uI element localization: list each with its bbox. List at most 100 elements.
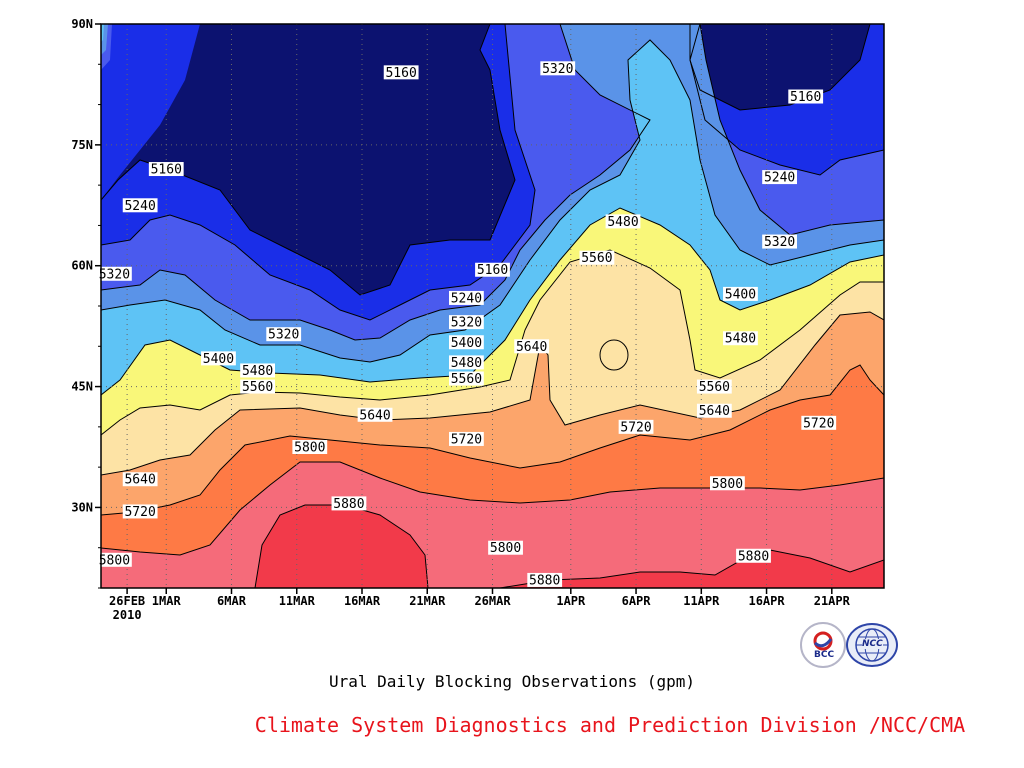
contour-label-bg (97, 552, 132, 567)
contour-label-bg (122, 472, 158, 487)
contour-label: 5720 (620, 420, 651, 435)
contour-label: 5160 (790, 90, 821, 105)
grid (101, 24, 884, 588)
contour-label: 5560 (242, 380, 273, 395)
contour-label: 5240 (124, 199, 155, 214)
x-tick-label: 6APR (622, 594, 652, 608)
y-tick-label: 30N (71, 500, 93, 514)
x-tick-label: 16APR (748, 594, 785, 608)
ncc-logo-text: NCC (862, 639, 883, 649)
x-tick-label: 1APR (556, 594, 586, 608)
contour-label: 5320 (99, 267, 130, 282)
x-year-label: 2010 (113, 608, 142, 622)
x-tick-label: 11APR (683, 594, 720, 608)
contour-label: 5800 (99, 553, 130, 568)
contour-label-bg (762, 234, 797, 249)
contour-label-bg (579, 250, 615, 265)
contour-line-5560 (101, 249, 884, 436)
contour-label-bg (514, 339, 550, 354)
contour-label: 5160 (477, 263, 508, 278)
x-tick-label: 6MAR (217, 594, 247, 608)
contour-fills (101, 24, 884, 588)
contour-label: 5560 (581, 251, 612, 266)
contour-label-bg (449, 355, 484, 370)
contour-label: 5560 (451, 372, 482, 387)
contour-label: 5320 (542, 62, 573, 77)
contour-label: 5800 (490, 541, 521, 556)
x-tick-label: 26MAR (474, 594, 511, 608)
contour-label: 5480 (725, 332, 756, 347)
contour-label: 5880 (529, 573, 560, 588)
contour-label: 5800 (712, 477, 743, 492)
contour-label: 5240 (764, 171, 795, 186)
contour-line-5320 (101, 24, 884, 341)
ncc-logo: NCC (846, 623, 898, 667)
bcc-logo-text: BCC (814, 650, 835, 660)
contour-label-bg (266, 327, 302, 342)
contour-label-bg (449, 431, 484, 446)
contour-label-bg (762, 170, 797, 185)
y-tick-label: 90N (71, 17, 93, 31)
contour-label-bg (788, 89, 824, 104)
contour-label: 5640 (359, 408, 390, 423)
contour-label: 5320 (268, 328, 299, 343)
contour-label-bg (292, 440, 328, 454)
contour-line-5400 (101, 39, 884, 363)
contour-label: 5240 (451, 291, 482, 306)
contour-line-5720 (101, 364, 884, 516)
contour-label: 5560 (699, 380, 730, 395)
contour-label: 5400 (451, 336, 482, 351)
contour-label: 5400 (203, 352, 234, 367)
contour-label-bg (801, 415, 837, 430)
bcc-logo: BCC (800, 622, 846, 668)
contour-line-5800 (101, 461, 884, 556)
contour-label-bg (331, 496, 367, 511)
contour-label-bg (148, 162, 184, 177)
contour-label-bg (605, 214, 641, 229)
contour-label: 5880 (333, 497, 364, 512)
contour-label-bg (357, 407, 393, 422)
contour-label-bg (618, 419, 654, 434)
contour-label-bg (723, 331, 758, 346)
contour-line-5480 (101, 207, 884, 396)
band-5880 (255, 505, 884, 588)
contour-label: 5320 (451, 316, 482, 331)
contour-label-bg (240, 379, 275, 394)
contour-label: 5800 (294, 441, 325, 456)
contour-label-bg (97, 266, 132, 281)
contour-label-bg (475, 262, 510, 277)
credit-line: Climate System Diagnostics and Predictio… (254, 713, 966, 737)
contour-label: 5160 (151, 163, 182, 178)
contour-label-bg (696, 403, 732, 418)
x-tick-label: 21MAR (409, 594, 446, 608)
x-tick-label: 1MAR (152, 594, 182, 608)
x-tick-label: 11MAR (279, 594, 316, 608)
contour-label-bg (122, 504, 158, 519)
closed-contour-5640 (599, 339, 629, 371)
contour-label: 5480 (607, 215, 638, 230)
contour-label: 5480 (242, 364, 273, 379)
contour-label-bg (201, 351, 236, 366)
contour-label: 5720 (451, 432, 482, 447)
contour-label-bg (736, 548, 771, 563)
contour-label-bg (449, 290, 484, 305)
x-tick-label: 16MAR (344, 594, 381, 608)
contour-label: 5640 (699, 404, 730, 419)
contour-label-bg (449, 335, 484, 350)
contour-label-bg (527, 572, 563, 587)
contour-label: 5720 (803, 416, 834, 431)
contour-label-bg (723, 286, 758, 301)
contour-label-bg (540, 61, 576, 76)
chart-title: Ural Daily Blocking Observations (gpm) (328, 672, 696, 691)
axes: 26FEB 1MAR 6MAR 11MAR 16MAR 21MAR 26MAR 1APR 6AP… (71, 17, 850, 622)
x-tick-label: 26FEB (109, 594, 145, 608)
bcc-emblem-icon (813, 631, 833, 651)
contour-label-bg (696, 379, 732, 394)
y-tick-label: 75N (71, 138, 93, 152)
contour-label: 5320 (764, 235, 795, 250)
contour-label-bg (488, 540, 523, 555)
contour-label-bg (383, 65, 419, 80)
contour-label-bg (710, 476, 745, 491)
contour-label-bg (122, 198, 158, 213)
